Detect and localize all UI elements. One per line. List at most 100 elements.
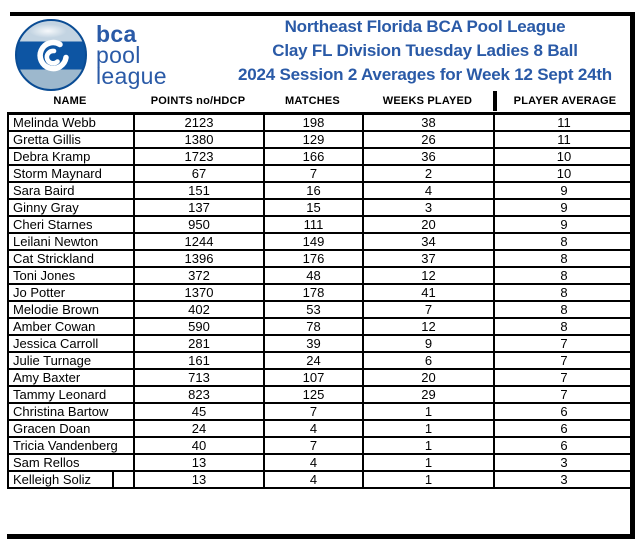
cell-player-average: 8 <box>493 232 635 251</box>
cell-points: 151 <box>133 181 265 200</box>
cell-weeks-played: 26 <box>362 130 495 149</box>
cell-player-average: 9 <box>493 198 635 217</box>
cell-matches: 4 <box>263 470 364 489</box>
cell-matches: 7 <box>263 436 364 455</box>
cell-points: 372 <box>133 266 265 285</box>
cell-points: 950 <box>133 215 265 234</box>
cell-player-name: Tammy Leonard <box>7 385 135 404</box>
cell-player-name: Debra Kramp <box>7 147 135 166</box>
cell-player-name: Cheri Starnes <box>7 215 135 234</box>
table-row: Melinda Webb 2123 198 38 11 <box>7 112 635 132</box>
cell-player-average: 9 <box>493 215 635 234</box>
cell-player-name: Tricia Vandenberg <box>7 436 135 455</box>
cell-weeks-played: 12 <box>362 266 495 285</box>
cell-player-name: Melodie Brown <box>7 300 135 319</box>
cell-points: 40 <box>133 436 265 455</box>
cell-weeks-played: 41 <box>362 283 495 302</box>
cell-player-average: 6 <box>493 419 635 438</box>
cell-weeks-played: 12 <box>362 317 495 336</box>
table-row: Sam Rellos 13 4 1 3 <box>7 453 635 472</box>
column-header-player-average: PLAYER AVERAGE <box>493 91 633 111</box>
column-header-name: NAME <box>53 95 87 107</box>
cell-matches: 107 <box>263 368 364 387</box>
cell-player-name: Ginny Gray <box>7 198 135 217</box>
table-row: Toni Jones 372 48 12 8 <box>7 266 635 285</box>
column-header-points: POINTS no/HDCP <box>150 95 246 107</box>
cell-player-name: Julie Turnage <box>7 351 135 370</box>
cell-weeks-played: 36 <box>362 147 495 166</box>
cell-player-average: 8 <box>493 317 635 336</box>
cell-points: 24 <box>133 419 265 438</box>
cell-points: 402 <box>133 300 265 319</box>
cell-matches: 129 <box>263 130 364 149</box>
cell-matches: 39 <box>263 334 364 353</box>
title-line-1: Northeast Florida BCA Pool League <box>284 17 566 36</box>
cell-player-name: Christina Bartow <box>7 402 135 421</box>
table-row: Ginny Gray 137 15 3 9 <box>7 198 635 217</box>
cell-player-name: Toni Jones <box>7 266 135 285</box>
cell-player-name: Gracen Doan <box>7 419 135 438</box>
cell-weeks-played: 20 <box>362 368 495 387</box>
cell-weeks-played: 4 <box>362 181 495 200</box>
cell-player-average: 7 <box>493 385 635 404</box>
bca-pool-league-logo-icon <box>15 19 87 91</box>
cell-weeks-played: 2 <box>362 164 495 183</box>
cell-matches: 16 <box>263 181 364 200</box>
cell-player-average: 11 <box>493 112 635 132</box>
cell-points: 823 <box>133 385 265 404</box>
logo-word-bca: bca <box>96 21 137 47</box>
table-row: Kelleigh Soliz 13 4 1 3 <box>7 470 635 489</box>
cell-player-name: Jessica Carroll <box>7 334 135 353</box>
table-row: Tammy Leonard 823 125 29 7 <box>7 385 635 404</box>
cell-matches: 15 <box>263 198 364 217</box>
cell-matches: 24 <box>263 351 364 370</box>
cell-player-average: 10 <box>493 164 635 183</box>
cell-matches: 7 <box>263 164 364 183</box>
table-row: Tricia Vandenberg 40 7 1 6 <box>7 436 635 455</box>
cell-player-name: Leilani Newton <box>7 232 135 251</box>
cell-points: 13 <box>133 453 265 472</box>
cell-weeks-played: 6 <box>362 351 495 370</box>
cell-points: 590 <box>133 317 265 336</box>
cell-weeks-played: 1 <box>362 419 495 438</box>
table-row: Jessica Carroll 281 39 9 7 <box>7 334 635 353</box>
cell-weeks-played: 29 <box>362 385 495 404</box>
cell-player-name: Amber Cowan <box>7 317 135 336</box>
cell-player-average: 10 <box>493 147 635 166</box>
cell-points: 713 <box>133 368 265 387</box>
table-row: Storm Maynard 67 7 2 10 <box>7 164 635 183</box>
logo-wordmark: bca pool league <box>96 21 167 88</box>
cell-player-average: 8 <box>493 249 635 268</box>
cell-player-average: 6 <box>493 436 635 455</box>
cell-player-average: 9 <box>493 181 635 200</box>
table-row: Leilani Newton 1244 149 34 8 <box>7 232 635 251</box>
table-row: Cat Strickland 1396 176 37 8 <box>7 249 635 268</box>
table-row: Amy Baxter 713 107 20 7 <box>7 368 635 387</box>
cell-weeks-played: 9 <box>362 334 495 353</box>
cell-points: 13 <box>133 470 265 489</box>
cell-matches: 166 <box>263 147 364 166</box>
title-line-3: 2024 Session 2 Averages for Week 12 Sept… <box>237 65 612 84</box>
cell-player-average: 3 <box>493 470 635 489</box>
cell-player-name: Jo Potter <box>7 283 135 302</box>
cell-matches: 7 <box>263 402 364 421</box>
cell-weeks-played: 7 <box>362 300 495 319</box>
cell-weeks-played: 1 <box>362 436 495 455</box>
cell-player-average: 6 <box>493 402 635 421</box>
cell-points: 1244 <box>133 232 265 251</box>
cell-player-name: Gretta Gillis <box>7 130 135 149</box>
table-row: Melodie Brown 402 53 7 8 <box>7 300 635 319</box>
table-row: Julie Turnage 161 24 6 7 <box>7 351 635 370</box>
cell-player-average: 3 <box>493 453 635 472</box>
cell-points: 1370 <box>133 283 265 302</box>
cell-matches: 178 <box>263 283 364 302</box>
cell-player-name: Sara Baird <box>7 181 135 200</box>
cell-player-average: 8 <box>493 300 635 319</box>
cell-player-name: Cat Strickland <box>7 249 135 268</box>
cell-points: 1396 <box>133 249 265 268</box>
swirl-icon <box>37 39 69 72</box>
cell-points: 1380 <box>133 130 265 149</box>
column-header-matches: MATCHES <box>285 95 340 107</box>
title-line-2: Clay FL Division Tuesday Ladies 8 Ball <box>272 41 578 60</box>
table-column-headers: NAME POINTS no/HDCP MATCHES WEEKS PLAYED… <box>7 90 633 112</box>
